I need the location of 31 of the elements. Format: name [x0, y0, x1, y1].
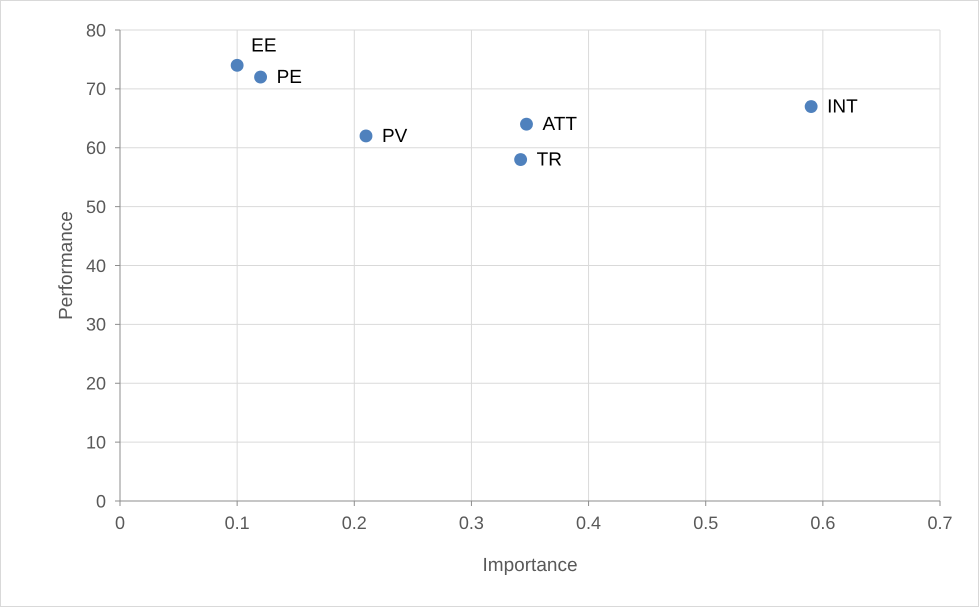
y-tick-label: 20 [86, 374, 106, 394]
x-tick-label: 0.5 [693, 513, 718, 533]
x-tick-label: 0.7 [927, 513, 953, 533]
y-tick-label: 80 [86, 20, 106, 40]
annotation: TR [536, 150, 562, 171]
x-tick-label: 0.1 [224, 513, 250, 533]
x-tick-label: 0.3 [458, 513, 484, 533]
x-tick-label: 0.4 [576, 513, 602, 533]
point [804, 100, 818, 113]
annotation: PE [276, 67, 302, 88]
point [514, 153, 528, 166]
y-tick-label: 10 [86, 432, 106, 452]
y-tick-label: 70 [86, 79, 106, 100]
annotation: ATT [542, 114, 578, 136]
x-tick-label: 0.6 [810, 513, 836, 533]
point [230, 58, 244, 72]
annotation: PV [382, 126, 408, 147]
y-tick-label: 50 [86, 196, 106, 217]
y-tick-label: 30 [86, 314, 106, 335]
annotation: EE [251, 35, 276, 56]
x-tick-label: 0 [114, 513, 126, 533]
y-tick-label: 0 [96, 491, 106, 512]
y-tick-label: 40 [86, 256, 106, 276]
x-axis-title: Importance [482, 555, 578, 576]
y-axis-title: Performance [56, 211, 77, 320]
point [254, 70, 268, 84]
point [520, 118, 533, 131]
x-tick-label: 0.2 [342, 513, 367, 533]
annotation: INT [827, 96, 858, 118]
y-tick-label: 60 [86, 138, 106, 158]
point [360, 130, 372, 142]
